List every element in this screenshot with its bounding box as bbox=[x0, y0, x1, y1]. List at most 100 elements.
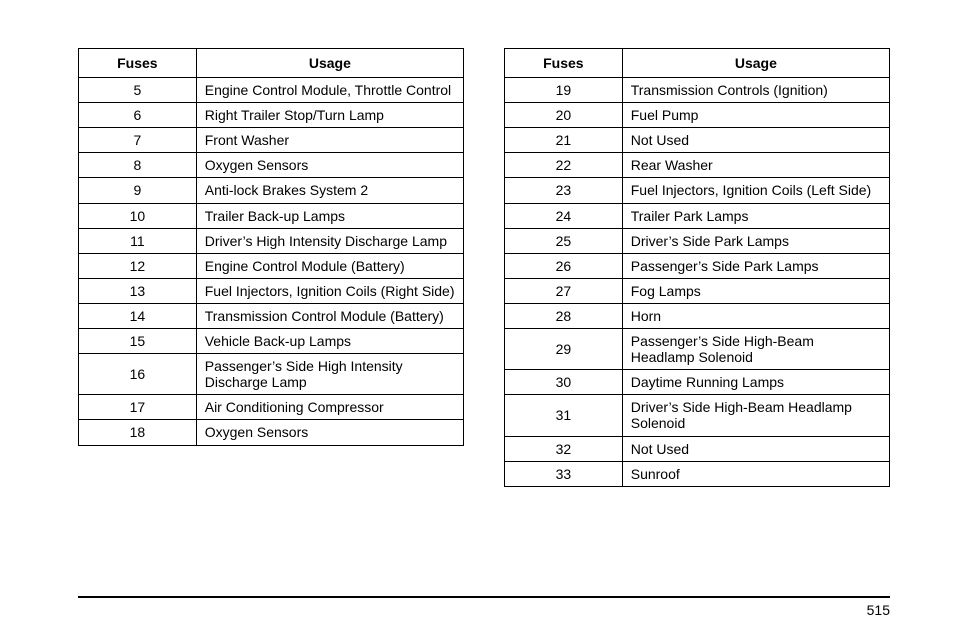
header-fuses: Fuses bbox=[79, 49, 197, 78]
fuse-number-cell: 20 bbox=[505, 103, 623, 128]
fuse-number-cell: 33 bbox=[505, 461, 623, 486]
fuse-number-cell: 27 bbox=[505, 278, 623, 303]
table-row: 14Transmission Control Module (Battery) bbox=[79, 303, 464, 328]
fuse-table-body: 19Transmission Controls (Ignition)20Fuel… bbox=[505, 78, 890, 487]
fuse-number-cell: 18 bbox=[79, 420, 197, 445]
table-row: 33Sunroof bbox=[505, 461, 890, 486]
table-row: 17Air Conditioning Compressor bbox=[79, 395, 464, 420]
table-row: 8Oxygen Sensors bbox=[79, 153, 464, 178]
fuse-usage-cell: Right Trailer Stop/Turn Lamp bbox=[196, 103, 463, 128]
header-usage: Usage bbox=[196, 49, 463, 78]
fuse-table-left: Fuses Usage 5Engine Control Module, Thro… bbox=[78, 48, 464, 446]
table-row: 21Not Used bbox=[505, 128, 890, 153]
fuse-number-cell: 7 bbox=[79, 128, 197, 153]
fuse-number-cell: 16 bbox=[79, 354, 197, 395]
tables-row: Fuses Usage 5Engine Control Module, Thro… bbox=[78, 48, 890, 487]
table-row: 11Driver’s High Intensity Discharge Lamp bbox=[79, 228, 464, 253]
table-row: 32Not Used bbox=[505, 436, 890, 461]
fuse-number-cell: 32 bbox=[505, 436, 623, 461]
fuse-table-right: Fuses Usage 19Transmission Controls (Ign… bbox=[504, 48, 890, 487]
fuse-number-cell: 5 bbox=[79, 78, 197, 103]
fuse-usage-cell: Trailer Park Lamps bbox=[622, 203, 889, 228]
fuse-usage-cell: Fuel Pump bbox=[622, 103, 889, 128]
fuse-number-cell: 6 bbox=[79, 103, 197, 128]
fuse-usage-cell: Passenger’s Side Park Lamps bbox=[622, 253, 889, 278]
fuse-number-cell: 28 bbox=[505, 303, 623, 328]
fuse-usage-cell: Transmission Control Module (Battery) bbox=[196, 303, 463, 328]
fuse-usage-cell: Engine Control Module, Throttle Control bbox=[196, 78, 463, 103]
fuse-usage-cell: Rear Washer bbox=[622, 153, 889, 178]
fuse-table-body: 5Engine Control Module, Throttle Control… bbox=[79, 78, 464, 445]
fuse-usage-cell: Fuel Injectors, Ignition Coils (Left Sid… bbox=[622, 178, 889, 203]
fuse-number-cell: 24 bbox=[505, 203, 623, 228]
page-number: 515 bbox=[78, 602, 890, 618]
table-row: 16Passenger’s Side High Intensity Discha… bbox=[79, 354, 464, 395]
table-row: 31Driver’s Side High-Beam Headlamp Solen… bbox=[505, 395, 890, 436]
table-row: 12Engine Control Module (Battery) bbox=[79, 253, 464, 278]
fuse-usage-cell: Air Conditioning Compressor bbox=[196, 395, 463, 420]
fuse-number-cell: 19 bbox=[505, 78, 623, 103]
fuse-number-cell: 15 bbox=[79, 329, 197, 354]
fuse-usage-cell: Sunroof bbox=[622, 461, 889, 486]
fuse-number-cell: 25 bbox=[505, 228, 623, 253]
fuse-usage-cell: Not Used bbox=[622, 436, 889, 461]
table-row: 9Anti-lock Brakes System 2 bbox=[79, 178, 464, 203]
header-usage: Usage bbox=[622, 49, 889, 78]
table-row: 24Trailer Park Lamps bbox=[505, 203, 890, 228]
fuse-number-cell: 21 bbox=[505, 128, 623, 153]
fuse-usage-cell: Engine Control Module (Battery) bbox=[196, 253, 463, 278]
fuse-usage-cell: Horn bbox=[622, 303, 889, 328]
fuse-usage-cell: Fog Lamps bbox=[622, 278, 889, 303]
table-row: 23Fuel Injectors, Ignition Coils (Left S… bbox=[505, 178, 890, 203]
fuse-number-cell: 30 bbox=[505, 370, 623, 395]
fuse-number-cell: 26 bbox=[505, 253, 623, 278]
table-row: 13Fuel Injectors, Ignition Coils (Right … bbox=[79, 278, 464, 303]
fuse-number-cell: 17 bbox=[79, 395, 197, 420]
table-row: 15Vehicle Back-up Lamps bbox=[79, 329, 464, 354]
fuse-usage-cell: Transmission Controls (Ignition) bbox=[622, 78, 889, 103]
table-row: 5Engine Control Module, Throttle Control bbox=[79, 78, 464, 103]
table-row: 19Transmission Controls (Ignition) bbox=[505, 78, 890, 103]
fuse-usage-cell: Vehicle Back-up Lamps bbox=[196, 329, 463, 354]
table-row: 29Passenger’s Side High-Beam Headlamp So… bbox=[505, 329, 890, 370]
table-row: 28Horn bbox=[505, 303, 890, 328]
fuse-number-cell: 8 bbox=[79, 153, 197, 178]
table-row: 10Trailer Back-up Lamps bbox=[79, 203, 464, 228]
fuse-usage-cell: Passenger’s Side High Intensity Discharg… bbox=[196, 354, 463, 395]
fuse-usage-cell: Passenger’s Side High-Beam Headlamp Sole… bbox=[622, 329, 889, 370]
fuse-usage-cell: Driver’s Side Park Lamps bbox=[622, 228, 889, 253]
fuse-usage-cell: Driver’s Side High-Beam Headlamp Solenoi… bbox=[622, 395, 889, 436]
fuse-usage-cell: Fuel Injectors, Ignition Coils (Right Si… bbox=[196, 278, 463, 303]
table-row: 30Daytime Running Lamps bbox=[505, 370, 890, 395]
fuse-number-cell: 22 bbox=[505, 153, 623, 178]
fuse-usage-cell: Front Washer bbox=[196, 128, 463, 153]
fuse-number-cell: 23 bbox=[505, 178, 623, 203]
table-row: 27Fog Lamps bbox=[505, 278, 890, 303]
table-row: 6Right Trailer Stop/Turn Lamp bbox=[79, 103, 464, 128]
fuse-usage-cell: Oxygen Sensors bbox=[196, 153, 463, 178]
page-container: Fuses Usage 5Engine Control Module, Thro… bbox=[0, 0, 954, 636]
table-row: 7Front Washer bbox=[79, 128, 464, 153]
fuse-number-cell: 31 bbox=[505, 395, 623, 436]
table-header-row: Fuses Usage bbox=[505, 49, 890, 78]
fuse-number-cell: 12 bbox=[79, 253, 197, 278]
fuse-usage-cell: Driver’s High Intensity Discharge Lamp bbox=[196, 228, 463, 253]
footer-rule bbox=[78, 596, 890, 598]
fuse-number-cell: 13 bbox=[79, 278, 197, 303]
table-row: 18Oxygen Sensors bbox=[79, 420, 464, 445]
fuse-number-cell: 10 bbox=[79, 203, 197, 228]
fuse-number-cell: 14 bbox=[79, 303, 197, 328]
table-row: 20Fuel Pump bbox=[505, 103, 890, 128]
fuse-usage-cell: Oxygen Sensors bbox=[196, 420, 463, 445]
fuse-number-cell: 9 bbox=[79, 178, 197, 203]
fuse-usage-cell: Trailer Back-up Lamps bbox=[196, 203, 463, 228]
fuse-usage-cell: Anti-lock Brakes System 2 bbox=[196, 178, 463, 203]
fuse-usage-cell: Not Used bbox=[622, 128, 889, 153]
table-row: 25Driver’s Side Park Lamps bbox=[505, 228, 890, 253]
fuse-usage-cell: Daytime Running Lamps bbox=[622, 370, 889, 395]
fuse-number-cell: 11 bbox=[79, 228, 197, 253]
fuse-number-cell: 29 bbox=[505, 329, 623, 370]
page-footer: 515 bbox=[78, 596, 890, 618]
table-header-row: Fuses Usage bbox=[79, 49, 464, 78]
table-row: 22Rear Washer bbox=[505, 153, 890, 178]
